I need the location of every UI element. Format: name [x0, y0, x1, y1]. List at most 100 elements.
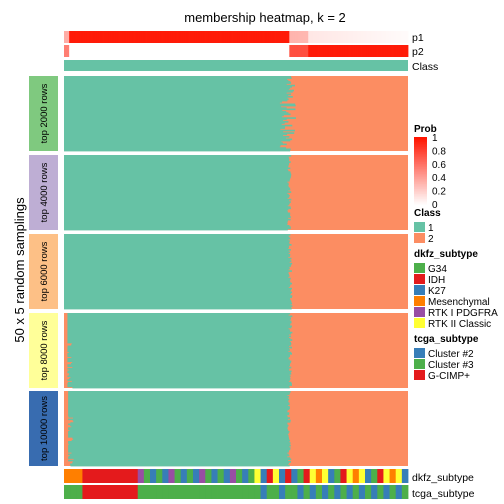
- p1-annotation-row-cell: [385, 31, 388, 43]
- p2-annotation-row-cell: [237, 45, 240, 57]
- p1-annotation-row-cell: [313, 31, 316, 43]
- tcga-cell: [137, 485, 145, 499]
- p1-annotation-row-cell: [144, 31, 147, 43]
- p2-annotation-row-cell: [187, 45, 190, 57]
- class1-row: [64, 300, 292, 302]
- p2-annotation-row-cell: [206, 45, 209, 57]
- tcga-cell: [383, 485, 390, 499]
- class1-row: [64, 432, 289, 434]
- tcga-cell: [254, 485, 261, 499]
- p1-annotation-row-cell: [198, 31, 201, 43]
- panel-0: [29, 76, 408, 152]
- p2-annotation-row-cell: [110, 45, 113, 57]
- p1-annotation-row-cell: [315, 31, 318, 43]
- p2-annotation-row-cell: [64, 45, 67, 57]
- p2-annotation-row-cell: [334, 45, 337, 57]
- class1-row: [64, 335, 292, 338]
- p2-annotation-row-cell: [366, 45, 369, 57]
- p1-annotation-row-cell: [378, 31, 381, 43]
- p2-annotation-row-cell: [373, 45, 376, 57]
- class1-row: [64, 267, 290, 270]
- p1-annotation-row-cell: [294, 31, 297, 43]
- p2-annotation-row-cell: [258, 45, 261, 57]
- p2-annotation-row-cell: [273, 45, 276, 57]
- tcga-cell: [186, 485, 194, 499]
- p1-annotation-row-cell: [285, 31, 288, 43]
- group-bar-2: [29, 234, 58, 309]
- class1-row: [64, 139, 291, 142]
- p1-annotation-row-cell: [186, 31, 189, 43]
- p2-annotation-row-cell: [356, 45, 359, 57]
- class1-row: [70, 424, 289, 427]
- p2-annotation-row-cell: [344, 45, 347, 57]
- class1-row: [64, 407, 290, 409]
- p2-annotation-row-cell: [210, 45, 213, 57]
- prob-gradient-step: [414, 178, 427, 182]
- p2-annotation-row-cell: [272, 45, 275, 57]
- p1-annotation-row-cell: [328, 31, 331, 43]
- p1-annotation-row-cell: [168, 31, 172, 43]
- class1-row: [64, 190, 289, 192]
- class1-row: [64, 104, 296, 107]
- p2-annotation-row-cell: [139, 45, 142, 57]
- p2-annotation-row-cell: [328, 45, 331, 57]
- p1-annotation-row-cell: [196, 31, 199, 43]
- p1-annotation-row-cell: [201, 31, 204, 43]
- class1-row: [64, 121, 289, 123]
- class1-row: [64, 274, 290, 276]
- dkfz-cell: [94, 469, 102, 483]
- p2-annotation-row-cell: [401, 45, 404, 57]
- class1-row: [64, 91, 293, 93]
- class1-row: [64, 176, 291, 178]
- class1-row: [64, 277, 291, 280]
- p2-annotation-row-cell: [284, 45, 287, 57]
- tcga-cell: [248, 485, 255, 499]
- p1-annotation-row-cell: [404, 31, 407, 43]
- class1-row: [64, 173, 292, 176]
- class1-row: [64, 102, 280, 104]
- p1-annotation-row-cell: [107, 31, 110, 43]
- p1-annotation-row-cell: [377, 31, 380, 43]
- p2-annotation-row-cell: [193, 45, 196, 57]
- class1-row: [64, 442, 291, 444]
- tcga-cell: [291, 485, 298, 499]
- p2-annotation-row-cell: [230, 45, 233, 57]
- p2-annotation-row-cell: [313, 45, 316, 57]
- class1-row: [64, 359, 290, 361]
- p2-annotation-row-cell: [177, 45, 180, 57]
- p1-annotation-row-cell: [339, 31, 342, 43]
- p1-annotation-row-cell: [230, 31, 233, 43]
- class1-row: [64, 123, 282, 126]
- tcga-cell: [119, 485, 126, 499]
- class1-row: [64, 163, 290, 166]
- dkfz-cell: [88, 469, 96, 483]
- class1-row: [64, 242, 290, 245]
- p2-annotation-row-cell: [361, 45, 364, 57]
- p1-annotation-row-cell: [325, 31, 328, 43]
- tcga-legend-swatch: [414, 370, 425, 380]
- class1-row: [64, 315, 293, 318]
- class1-row: [64, 172, 291, 175]
- class1-row: [64, 282, 293, 285]
- p2-annotation-row-cell: [299, 45, 302, 57]
- class1-row: [64, 144, 281, 147]
- class1-row: [68, 443, 290, 446]
- p2-annotation-row-cell: [211, 45, 215, 57]
- p1-annotation-row-cell: [93, 31, 96, 43]
- class1-row: [64, 185, 289, 187]
- class1-row: [64, 306, 291, 309]
- class1-row: [64, 412, 290, 414]
- class1-row: [64, 155, 292, 157]
- tcga-cell: [266, 485, 274, 499]
- class1-row: [64, 239, 289, 241]
- dkfz-cell: [186, 469, 194, 483]
- class1-row: [64, 178, 290, 181]
- dkfz-cell: [162, 469, 169, 483]
- prob-tick-label: 0: [432, 200, 438, 211]
- class1-row: [64, 338, 291, 340]
- class1-row: [73, 458, 292, 461]
- tcga-cell: [236, 485, 243, 499]
- class1-row: [64, 453, 289, 456]
- p1-annotation-row-cell: [170, 31, 173, 43]
- p2-annotation-row-cell: [101, 45, 104, 57]
